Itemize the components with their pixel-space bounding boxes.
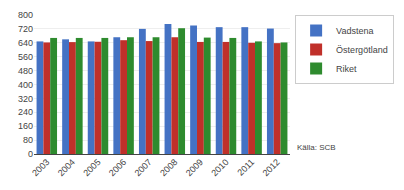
svg-text:2004: 2004 (56, 157, 77, 178)
svg-text:80: 80 (23, 135, 33, 145)
svg-text:160: 160 (18, 121, 33, 131)
svg-text:2005: 2005 (81, 157, 102, 178)
svg-text:2006: 2006 (107, 157, 128, 178)
svg-text:640: 640 (18, 38, 33, 48)
svg-text:2011: 2011 (235, 157, 256, 178)
svg-text:320: 320 (18, 94, 33, 104)
svg-text:0: 0 (28, 149, 33, 159)
svg-text:2012: 2012 (261, 157, 282, 178)
svg-text:480: 480 (18, 66, 33, 76)
svg-text:2010: 2010 (209, 157, 230, 178)
svg-text:2007: 2007 (133, 157, 154, 178)
svg-text:Källa: SCB: Källa: SCB (297, 143, 336, 152)
svg-text:2003: 2003 (30, 157, 51, 178)
svg-text:Vadstena: Vadstena (336, 26, 373, 36)
svg-text:2009: 2009 (184, 157, 205, 178)
svg-text:Riket: Riket (336, 64, 357, 74)
svg-text:720: 720 (18, 24, 33, 34)
svg-text:240: 240 (18, 107, 33, 117)
svg-text:2008: 2008 (158, 157, 179, 178)
svg-text:560: 560 (18, 52, 33, 62)
svg-text:400: 400 (18, 80, 33, 90)
svg-text:800: 800 (18, 10, 33, 20)
svg-text:Östergötland: Östergötland (336, 45, 388, 55)
